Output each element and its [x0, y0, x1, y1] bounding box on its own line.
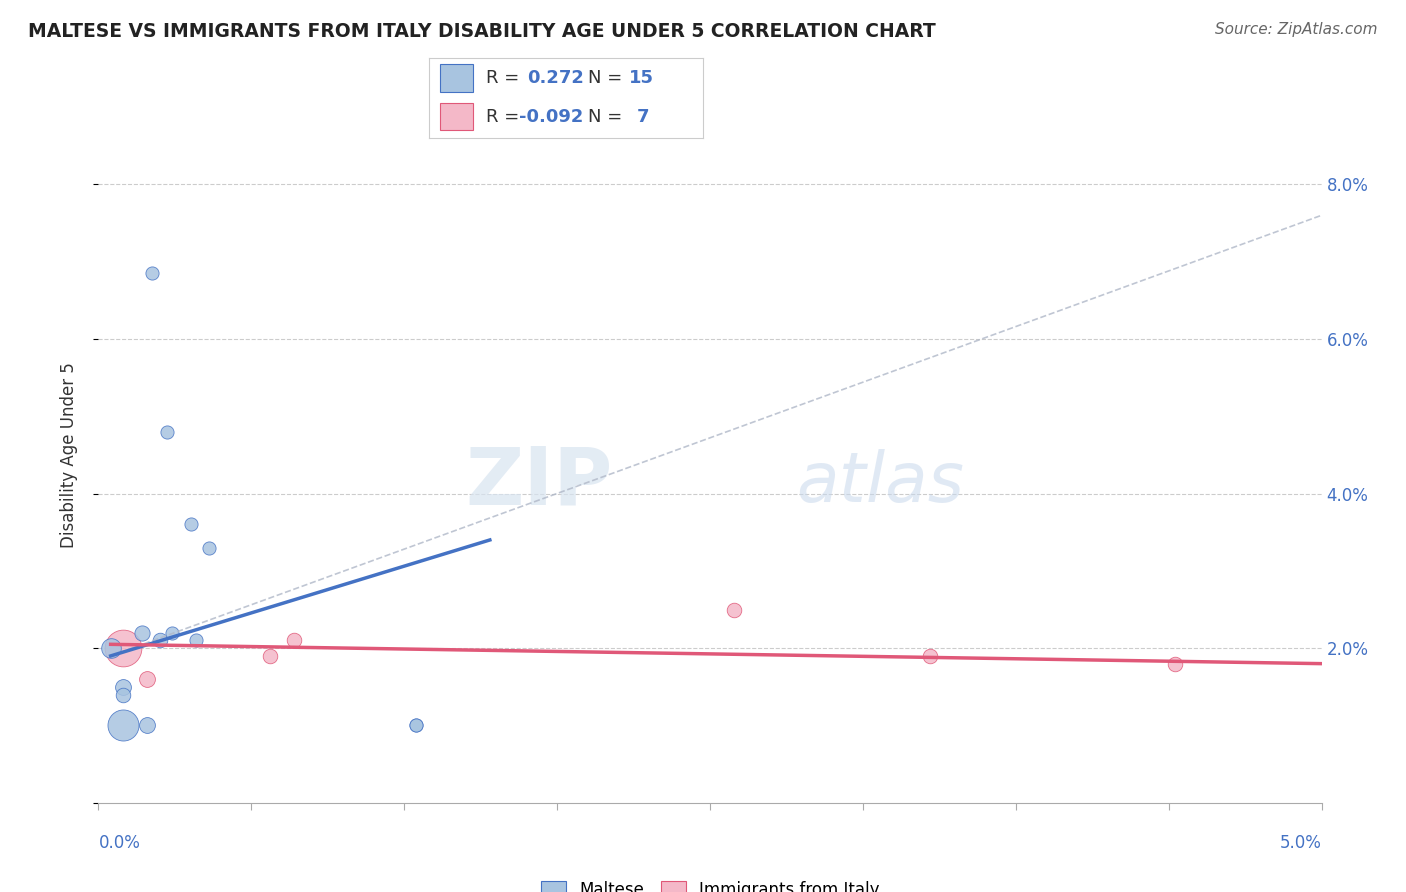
Point: [111, 680, 134, 694]
Text: 15: 15: [628, 69, 654, 87]
Text: 5.0%: 5.0%: [1279, 834, 1322, 852]
Y-axis label: Disability Age Under 5: Disability Age Under 5: [59, 362, 77, 548]
Point: [180, 517, 202, 532]
Point: [136, 718, 159, 732]
Point: [111, 718, 134, 732]
Text: -0.092: -0.092: [519, 108, 583, 126]
Point: [100, 641, 122, 656]
FancyBboxPatch shape: [440, 64, 472, 92]
Point: [283, 633, 305, 648]
Point: [186, 633, 208, 648]
Point: [723, 602, 745, 616]
Text: atlas: atlas: [796, 450, 963, 516]
Point: [405, 718, 427, 732]
Text: MALTESE VS IMMIGRANTS FROM ITALY DISABILITY AGE UNDER 5 CORRELATION CHART: MALTESE VS IMMIGRANTS FROM ITALY DISABIL…: [28, 22, 936, 41]
Point: [111, 641, 134, 656]
Point: [131, 625, 153, 640]
Text: R =: R =: [486, 69, 520, 87]
Point: [149, 633, 172, 648]
Point: [259, 648, 281, 663]
Point: [111, 688, 134, 702]
Text: 0.0%: 0.0%: [98, 834, 141, 852]
Text: Source: ZipAtlas.com: Source: ZipAtlas.com: [1215, 22, 1378, 37]
Text: N =: N =: [588, 108, 621, 126]
Point: [1164, 657, 1187, 671]
Text: ZIP: ZIP: [465, 443, 612, 522]
Text: N =: N =: [588, 69, 621, 87]
Point: [156, 425, 179, 439]
Point: [160, 625, 183, 640]
Point: [136, 672, 159, 686]
FancyBboxPatch shape: [440, 103, 472, 130]
Legend: Maltese, Immigrants from Italy: Maltese, Immigrants from Italy: [534, 874, 886, 892]
Point: [405, 718, 427, 732]
Point: [141, 266, 163, 280]
Text: R =: R =: [486, 108, 520, 126]
Point: [920, 648, 942, 663]
Text: 7: 7: [637, 108, 650, 126]
Text: 0.272: 0.272: [527, 69, 585, 87]
Point: [197, 541, 219, 555]
